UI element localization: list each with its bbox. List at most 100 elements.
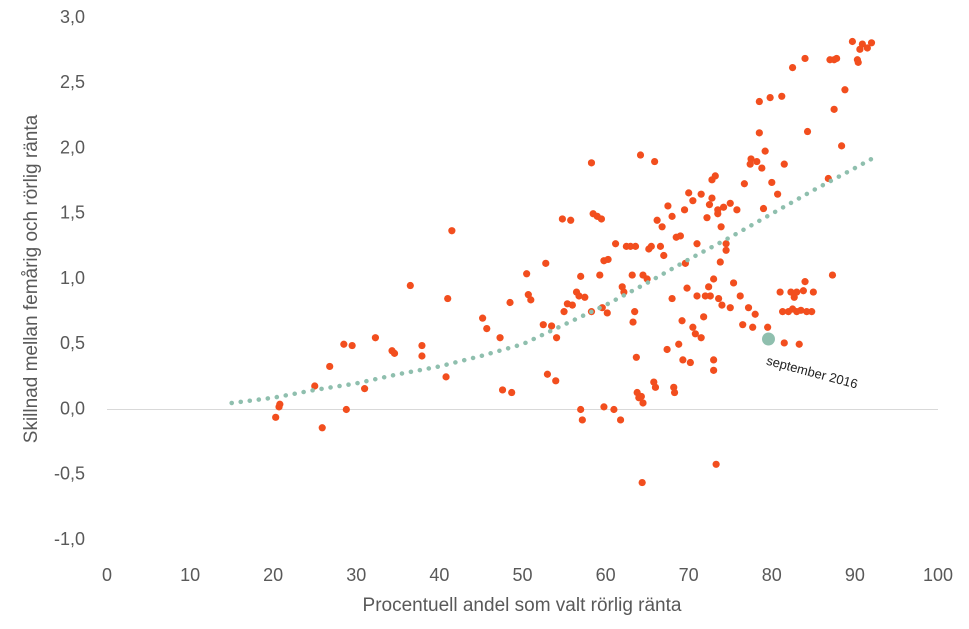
point [739,321,747,329]
point [848,37,857,46]
point [523,270,531,278]
point [801,54,809,63]
point [733,206,741,214]
point [833,54,841,63]
point [759,204,768,213]
point [670,388,679,397]
point [272,413,280,421]
point [539,321,547,329]
point [755,97,763,106]
point [620,288,628,296]
point [543,370,552,378]
point [795,340,803,348]
point [578,416,586,424]
point [498,386,507,394]
point [611,240,620,248]
point [679,356,687,364]
point [686,358,694,367]
x-tick-label: 20 [263,565,283,585]
point [656,242,665,250]
point [568,301,576,309]
point [626,242,635,250]
point [668,212,676,220]
point [740,180,748,188]
point [418,352,426,360]
point [448,227,456,235]
point [676,232,684,240]
point [801,278,809,286]
point [597,215,606,223]
point [628,271,636,279]
point [577,405,585,414]
point [348,341,356,350]
point [858,40,866,48]
point [700,313,708,321]
point [577,272,585,280]
point [604,255,612,264]
point [780,160,788,168]
point [558,215,566,223]
point [787,288,795,296]
point [710,275,718,283]
point [567,216,575,224]
point [616,416,625,424]
y-tick-label: -0,5 [54,464,85,484]
point [758,164,766,172]
point [774,190,782,198]
point [776,288,784,296]
point [552,334,561,342]
point [678,317,686,325]
point [552,377,560,385]
point [706,292,714,300]
point [653,216,661,224]
x-tick-label: 10 [180,565,200,585]
x-tick-label: 100 [923,565,953,585]
point [830,105,838,113]
y-tick-label: 0,5 [60,333,85,353]
point [788,63,797,72]
point [527,296,535,304]
point [768,178,776,187]
point [442,373,450,381]
point [581,293,589,301]
x-tick-label: 60 [596,565,616,585]
y-tick-label: 0,0 [60,398,85,418]
point [697,190,705,198]
point [651,157,659,166]
point [693,240,701,248]
point [587,159,596,167]
x-tick-label: 70 [679,565,699,585]
point [761,147,769,155]
point [636,151,645,159]
point [508,388,516,397]
point [631,242,640,250]
point [736,292,744,300]
point [483,324,491,333]
point [276,400,284,408]
point [808,308,816,316]
point [766,94,774,102]
point [683,284,691,292]
point [600,403,608,411]
point [638,478,646,487]
point [444,294,452,303]
point [703,214,711,222]
point [685,189,693,197]
point [710,366,718,374]
point [596,271,604,279]
y-tick-label: 3,0 [60,7,85,27]
point [660,251,668,260]
point [479,314,487,322]
point [722,246,730,254]
point [547,322,556,330]
point [714,206,722,214]
x-tick-label: 80 [762,565,782,585]
x-tick-label: 50 [512,565,532,585]
point [716,258,724,266]
point [718,301,726,309]
annotation: september 2016 [765,353,860,392]
point [697,334,705,342]
point [691,330,699,338]
point [311,382,319,390]
x-tick-label: 0 [102,565,112,585]
